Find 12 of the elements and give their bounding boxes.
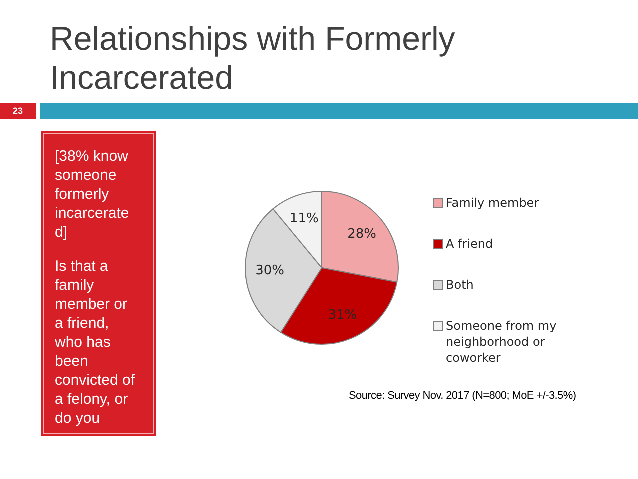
legend-label: Both <box>446 277 475 293</box>
legend-label: A friend <box>446 236 494 252</box>
chart-title: Relationships with Formerly Incarcerated <box>50 19 456 97</box>
data-label: 31% <box>328 308 358 324</box>
source-note: Source: Survey Nov. 2017 (N=800; MoE +/-3.5%) <box>349 390 576 402</box>
callout-box: [38% know someone formerly incarcerated] Is that a family member or a friend, who has been convicted of a felony, or do you <box>41 131 156 436</box>
legend-label: Family member <box>446 195 540 211</box>
data-label: 28% <box>348 227 377 242</box>
text: 23 <box>0 103 36 119</box>
legend-label: Someone from my neighborhood or coworker <box>446 318 558 366</box>
data-label: 30% <box>256 264 285 279</box>
data-label: 11% <box>290 211 319 226</box>
